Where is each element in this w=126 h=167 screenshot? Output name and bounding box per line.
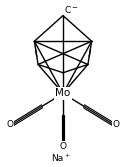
Text: +: +	[64, 153, 70, 158]
Text: Mo: Mo	[55, 89, 71, 98]
Text: O: O	[7, 120, 13, 129]
Text: O: O	[113, 120, 119, 129]
Text: O: O	[59, 142, 67, 151]
Text: Na: Na	[51, 153, 63, 162]
Text: −: −	[71, 6, 77, 12]
Text: C: C	[65, 6, 71, 15]
